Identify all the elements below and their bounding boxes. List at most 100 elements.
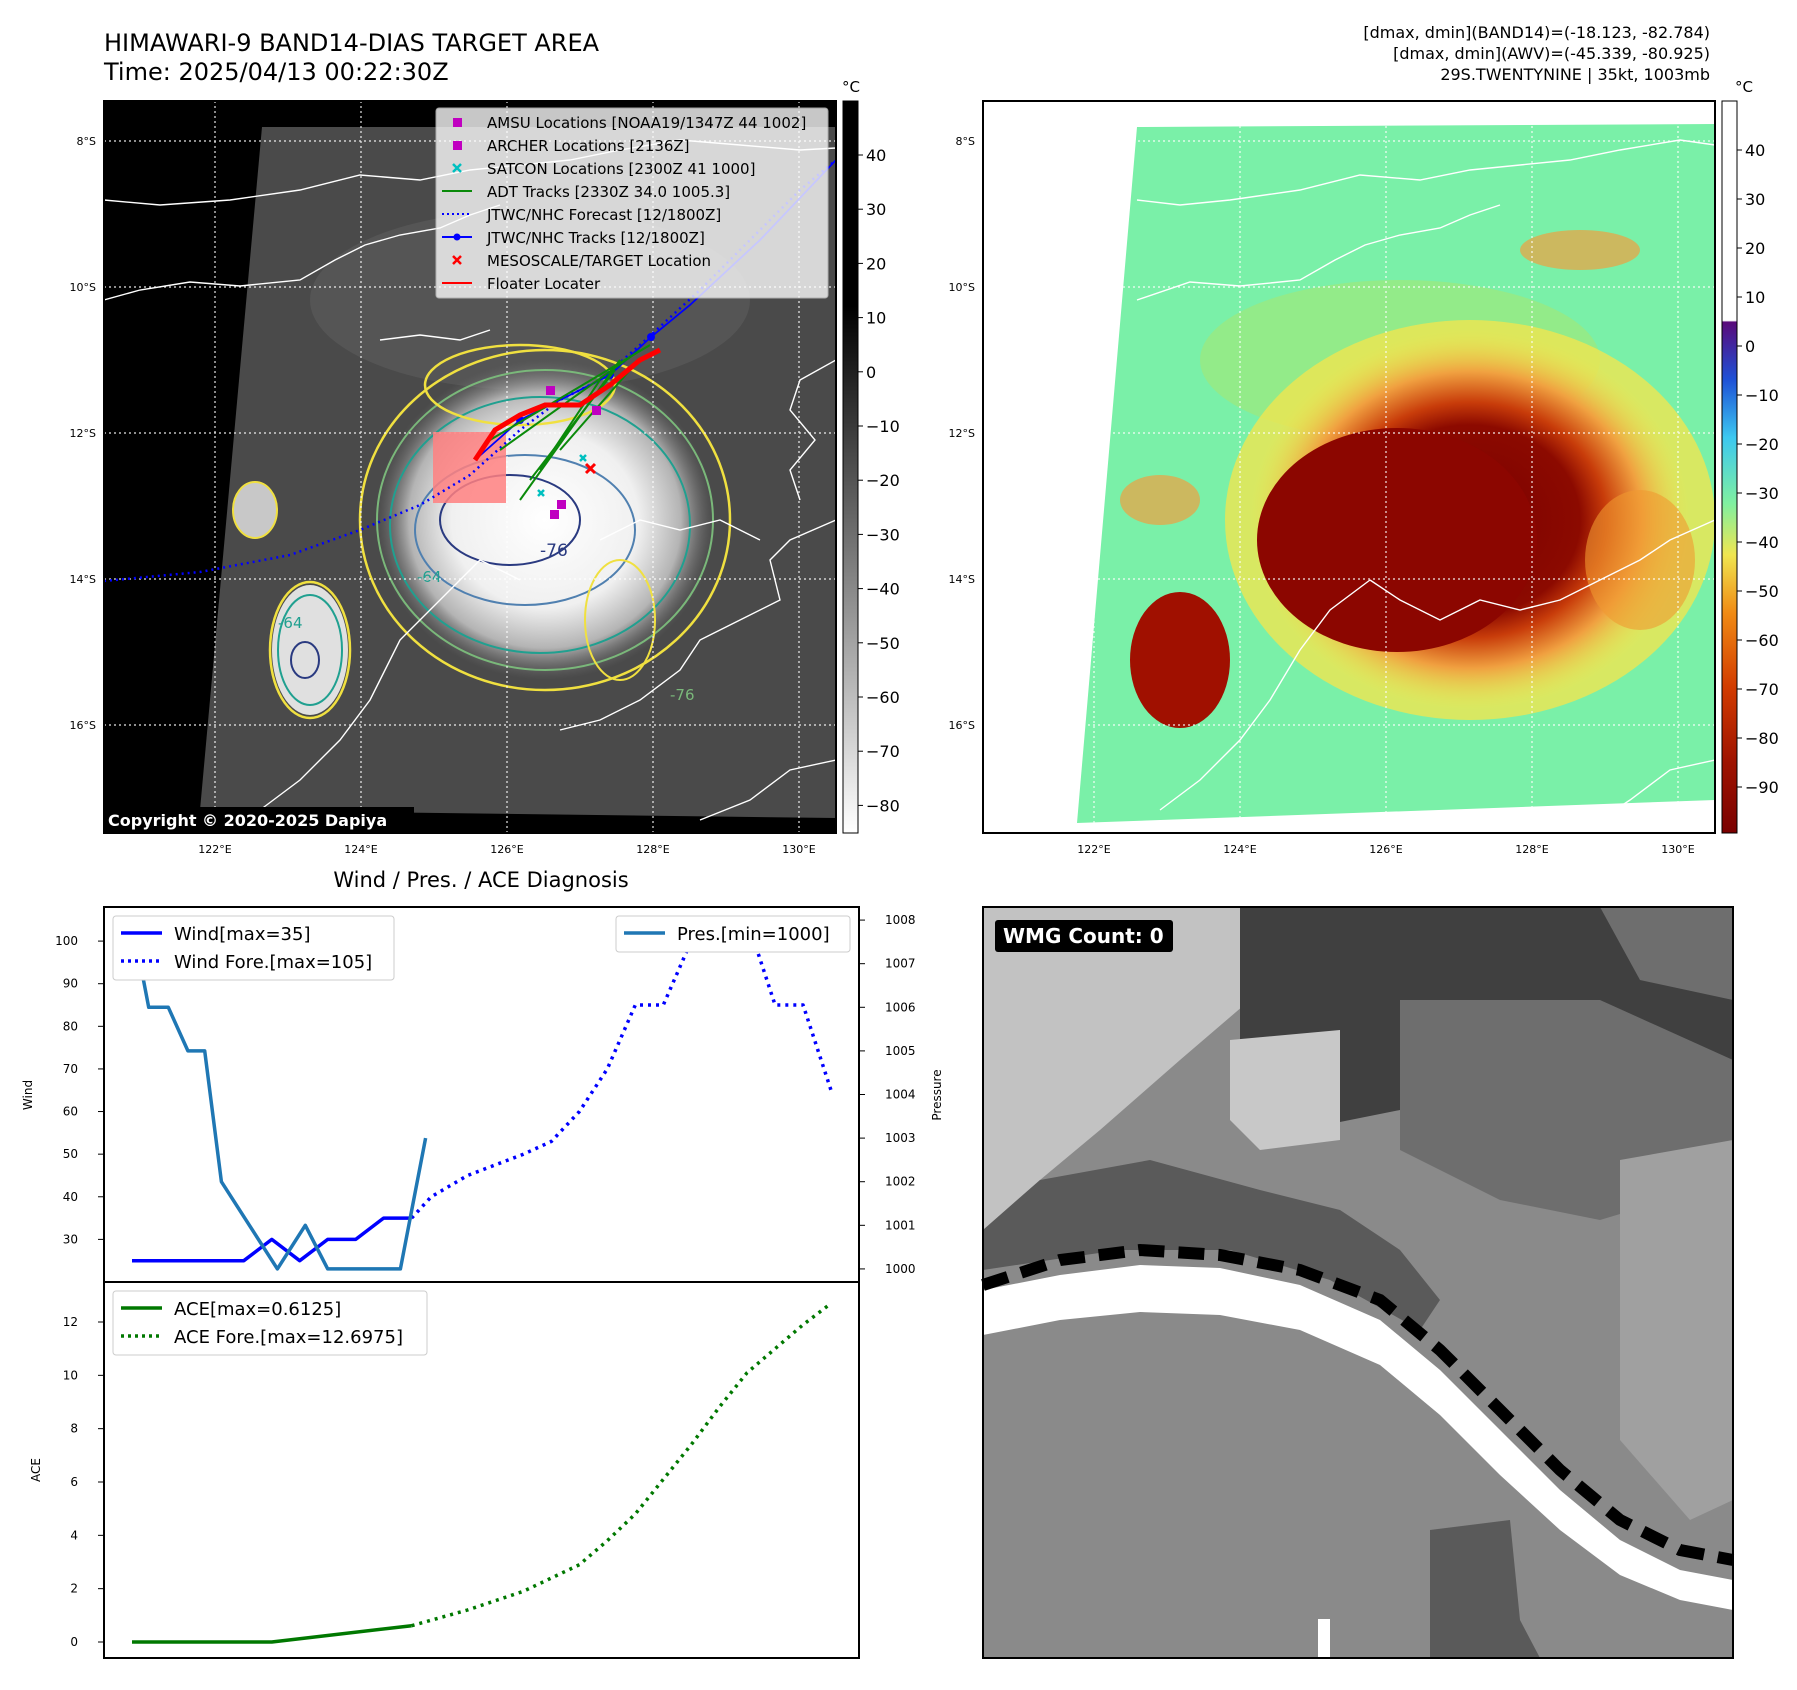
y-tick-label: 90 <box>63 977 78 991</box>
color-map-panel <box>982 100 1716 834</box>
target-marker <box>584 462 597 475</box>
colorbar-tick-label: −30 <box>1745 484 1779 503</box>
y-tick-label: 80 <box>63 1019 78 1033</box>
colorbar-tick-label: −60 <box>866 688 900 707</box>
floater-trail <box>472 347 662 462</box>
y-tick-label: 50 <box>63 1147 78 1161</box>
colorbar-tick-label: −80 <box>866 796 900 815</box>
ir-lon-label: 128°E <box>636 843 669 856</box>
legend-jtwc-forecast: JTWC/NHC Forecast [12/1800Z] <box>486 206 721 224</box>
ace-legend: ACE[max=0.6125] ACE Fore.[max=12.6975] <box>112 1290 428 1356</box>
y-tick-label: 70 <box>63 1062 78 1076</box>
adt-tracks <box>489 344 651 501</box>
legend-jtwc-tracks: JTWC/NHC Tracks [12/1800Z] <box>486 229 705 247</box>
colorbar-tick-label: −80 <box>1745 729 1779 748</box>
color-colorbar: °C 40 30 20 10 0 −10 −20 −30 −40 −50 −60 −70 −80 −90 <box>1721 78 1779 834</box>
color-lon-label: 124°E <box>1223 843 1256 856</box>
y-tick-label: 8 <box>70 1422 78 1436</box>
figure-title: HIMAWARI-9 BAND14-DIAS TARGET AREA <box>104 29 600 57</box>
legend-satcon: SATCON Locations [2300Z 41 1000] <box>487 160 755 178</box>
legend-pressure: Pres.[min=1000] <box>677 924 830 945</box>
y-right-tick-label: 1003 <box>885 1131 916 1145</box>
y-tick-label: 40 <box>63 1190 78 1204</box>
ir-colorbar-unit: °C <box>842 78 860 96</box>
y-right-tick-label: 1005 <box>885 1044 916 1058</box>
colorbar-tick-label: −40 <box>1745 533 1779 552</box>
ir-colorbar: °C 40 30 20 10 0 −10 −20 −30 −40 −50 −60 −70 −80 <box>842 78 900 834</box>
ir-lat-label: 8°S <box>77 135 96 148</box>
colorbar-tick-label: 30 <box>1745 190 1765 209</box>
ir-lon-label: 122°E <box>198 843 231 856</box>
color-lon-label: 122°E <box>1077 843 1110 856</box>
colorbar-tick-label: 10 <box>1745 288 1765 307</box>
y-right-tick-label: 1007 <box>885 957 916 971</box>
color-lat-label: 16°S <box>949 719 975 732</box>
colorbar-tick-label: 40 <box>1745 141 1765 160</box>
info-line-awv: [dmax, dmin](AWV)=(-45.339, -80.925) <box>1393 44 1710 63</box>
y-tick-label: 0 <box>70 1635 78 1649</box>
legend-amsu: AMSU Locations [NOAA19/1347Z 44 1002] <box>487 114 806 132</box>
legend-target: MESOSCALE/TARGET Location <box>487 252 711 270</box>
y-tick-label: 12 <box>63 1315 78 1329</box>
color-lat-label: 14°S <box>949 573 975 586</box>
legend-ace-forecast: ACE Fore.[max=12.6975] <box>174 1327 403 1348</box>
y-tick-label: 60 <box>63 1105 78 1119</box>
colorbar-tick-label: −40 <box>866 580 900 599</box>
colorbar-tick-label: −10 <box>866 417 900 436</box>
ir-lat-label: 12°S <box>70 427 96 440</box>
map-axis-labels: 8°S 8°S 10°S 10°S 12°S 12°S 14°S 14°S 16°S 16°S 12… <box>70 135 1695 856</box>
color-colorbar-unit: °C <box>1735 78 1753 96</box>
ir-lon-label: 124°E <box>344 843 377 856</box>
colorbar-tick-label: 30 <box>866 200 886 219</box>
contour-label-1: -76 <box>540 541 568 561</box>
y-right-tick-label: 1006 <box>885 1000 916 1014</box>
ir-lon-label: 130°E <box>782 843 815 856</box>
color-lon-label: 128°E <box>1515 843 1548 856</box>
legend-ace: ACE[max=0.6125] <box>174 1299 341 1320</box>
color-lon-label: 126°E <box>1369 843 1402 856</box>
info-line-storm: 29S.TWENTYNINE | 35kt, 1003mb <box>1440 65 1710 84</box>
colorbar-tick-label: 20 <box>866 254 886 273</box>
pressure-axis-label: Pressure <box>930 1069 944 1120</box>
series-ace-max <box>132 1623 412 1644</box>
ir-lon-label: 126°E <box>490 843 523 856</box>
diagnosis-title: Wind / Pres. / ACE Diagnosis <box>333 868 628 892</box>
ir-contours <box>232 343 732 720</box>
legend-adt: ADT Tracks [2330Z 34.0 1005.3] <box>487 183 730 201</box>
y-tick-label: 10 <box>63 1368 78 1382</box>
series-pres-min <box>130 919 428 1271</box>
wmg-black-edge <box>981 1243 1735 1566</box>
legend-archer: ARCHER Locations [2136Z] <box>487 137 690 155</box>
y-right-tick-label: 1004 <box>885 1088 916 1102</box>
contour-label-3: -64 <box>278 614 303 632</box>
color-lon-label: 130°E <box>1661 843 1694 856</box>
colorbar-tick-label: 10 <box>866 309 886 328</box>
wmg-panel: WMG Count: 0 <box>981 906 1735 1659</box>
color-secondary-cloud <box>1130 592 1230 728</box>
map-legend: AMSU Locations [NOAA19/1347Z 44 1002] AR… <box>435 107 829 299</box>
colorbar-tick-label: 0 <box>866 363 876 382</box>
color-lat-label: 10°S <box>949 281 975 294</box>
figure-time: Time: 2025/04/13 00:22:30Z <box>103 58 449 86</box>
legend-floater: Floater Locater <box>487 275 601 293</box>
ir-lat-label: 16°S <box>70 719 96 732</box>
ace-axis-label: ACE <box>29 1458 43 1482</box>
colorbar-tick-label: −20 <box>1745 435 1779 454</box>
wmg-count-label: WMG Count: 0 <box>1003 924 1164 948</box>
wind-axis-label: Wind <box>21 1080 35 1110</box>
satcon-markers <box>537 454 587 497</box>
y-right-tick-label: 1001 <box>885 1218 916 1232</box>
wind-legend: Wind[max=35] Wind Fore.[max=105] <box>112 915 395 981</box>
colorbar-tick-label: −70 <box>1745 680 1779 699</box>
y-tick-label: 4 <box>70 1528 78 1542</box>
wind-pressure-chart: Wind Pressure 30 40 50 60 70 80 90 100 1000 1001… <box>21 906 944 1283</box>
colorbar-tick-label: −30 <box>866 525 900 544</box>
copyright-text: Copyright © 2020-2025 Dapiya <box>108 811 387 830</box>
colorbar-tick-label: 0 <box>1745 337 1755 356</box>
ir-map-panel: -76 -64 -64 -76 <box>103 100 837 834</box>
y-right-tick-label: 1002 <box>885 1175 916 1189</box>
y-tick-label: 30 <box>63 1232 78 1246</box>
colorbar-tick-label: −90 <box>1745 778 1779 797</box>
colorbar-tick-label: −50 <box>1745 582 1779 601</box>
